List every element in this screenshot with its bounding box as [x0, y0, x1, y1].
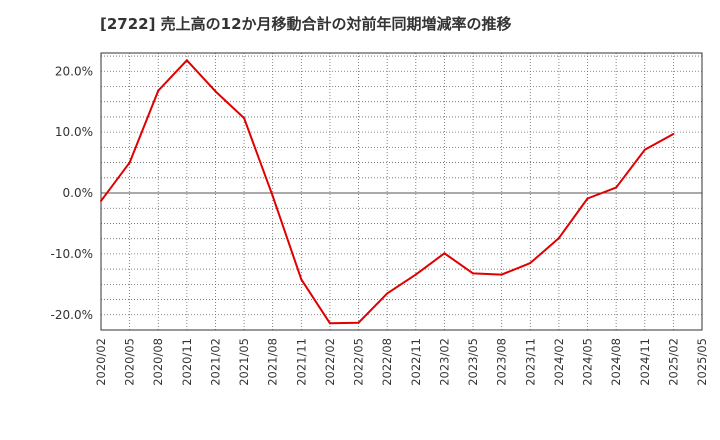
- data-point: [586, 197, 589, 200]
- y-tick-label: -10.0%: [51, 247, 93, 261]
- y-tick-label: -20.0%: [51, 308, 93, 322]
- x-tick-label: 2025/02: [666, 338, 680, 386]
- data-point: [414, 273, 417, 276]
- plot-border: [100, 52, 703, 331]
- x-tick-label: 2023/08: [495, 338, 509, 386]
- x-tick-label: 2020/02: [94, 338, 108, 386]
- x-tick-label: 2022/11: [409, 338, 423, 386]
- data-point: [185, 59, 188, 62]
- data-point: [300, 278, 303, 281]
- data-point: [672, 132, 675, 135]
- data-point: [271, 195, 274, 198]
- data-point: [328, 322, 331, 325]
- y-tick-label: 0.0%: [63, 186, 94, 200]
- x-tick-label: 2022/08: [380, 338, 394, 386]
- data-point: [472, 272, 475, 275]
- x-tick-label: 2024/05: [581, 338, 595, 386]
- x-tick-label: 2025/05: [695, 338, 709, 386]
- x-tick-label: 2023/05: [466, 338, 480, 386]
- chart-title: [2722] 売上高の12か月移動合計の対前年同期増減率の推移: [100, 15, 512, 33]
- data-point: [357, 321, 360, 324]
- x-tick-label: 2022/02: [323, 338, 337, 386]
- x-tick-label: 2024/11: [638, 338, 652, 386]
- data-point: [243, 117, 246, 120]
- x-tick-label: 2021/11: [294, 338, 308, 386]
- y-tick-label: 20.0%: [55, 64, 93, 78]
- data-point: [214, 90, 217, 93]
- x-tick-label: 2024/08: [609, 338, 623, 386]
- x-tick-label: 2023/11: [523, 338, 537, 386]
- data-point: [500, 273, 503, 276]
- x-tick-label: 2023/02: [437, 338, 451, 386]
- x-tick-label: 2022/05: [352, 338, 366, 386]
- data-point: [557, 237, 560, 240]
- x-tick-label: 2020/08: [151, 338, 165, 386]
- x-tick-label: 2024/02: [552, 338, 566, 386]
- data-point: [100, 199, 102, 202]
- data-point: [643, 148, 646, 151]
- data-point: [529, 262, 532, 265]
- y-tick-label: 10.0%: [55, 125, 93, 139]
- data-point: [386, 292, 389, 295]
- data-point: [157, 89, 160, 92]
- data-point: [128, 161, 131, 164]
- x-tick-label: 2020/05: [123, 338, 137, 386]
- x-tick-label: 2021/05: [237, 338, 251, 386]
- plot-area: [101, 53, 702, 330]
- data-point: [615, 186, 618, 189]
- x-tick-label: 2021/08: [266, 338, 280, 386]
- x-tick-label: 2020/11: [180, 338, 194, 386]
- x-tick-label: 2021/02: [208, 338, 222, 386]
- data-point: [443, 252, 446, 255]
